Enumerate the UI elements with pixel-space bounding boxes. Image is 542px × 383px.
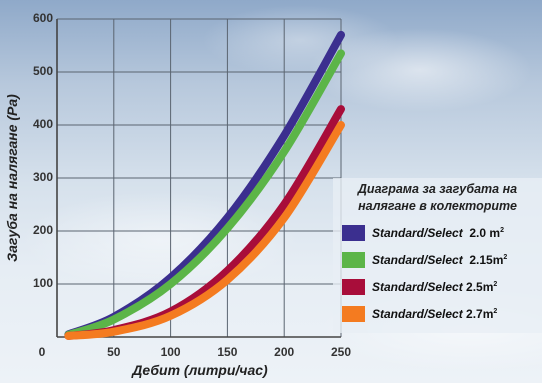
legend-item-2-5: Standard/Select 2.5m2 [342, 279, 542, 297]
legend-swatch-2-7 [342, 306, 365, 322]
y-tick-label-400: 400 [33, 117, 53, 131]
legend-label-2-5: Standard/Select 2.5m2 [372, 280, 498, 294]
y-tick-label-500: 500 [33, 64, 53, 78]
y-tick-label-200: 200 [33, 223, 53, 237]
series-line-2 [64, 105, 345, 340]
legend-title: Диаграма за загубата на налягане в колек… [357, 182, 518, 213]
y-tick-label-100: 100 [33, 276, 53, 290]
legend-swatch-2-0 [342, 225, 365, 241]
x-tick-label-0: 0 [39, 345, 46, 359]
legend-item-2-7: Standard/Select 2.7m2 [342, 306, 542, 324]
y-axis-title: Загуба на налягане (Pa) [4, 94, 20, 262]
y-tick-label-300: 300 [33, 170, 53, 184]
legend: Диаграма за загубата на налягане в колек… [333, 178, 542, 333]
legend-label-2-15: Standard/Select 2.15m2 [372, 253, 508, 267]
x-tick-label-100: 100 [161, 345, 181, 359]
series-line-3 [64, 121, 345, 340]
y-tick-label-600: 600 [33, 11, 53, 25]
x-tick-label-150: 150 [217, 345, 237, 359]
legend-label-2-0: Standard/Select 2.0 m2 [372, 226, 504, 240]
x-tick-label-250: 250 [331, 345, 351, 359]
legend-label-2-7: Standard/Select 2.7m2 [372, 307, 498, 321]
x-tick-label-200: 200 [274, 345, 294, 359]
legend-swatch-2-15 [342, 252, 365, 268]
legend-item-2-15: Standard/Select 2.15m2 [342, 252, 542, 270]
series-line-1 [64, 49, 345, 339]
legend-item-2-0: Standard/Select 2.0 m2 [342, 225, 542, 243]
legend-swatch-2-5 [342, 279, 365, 295]
x-axis-title: Дебит (литри/час) [131, 362, 268, 378]
x-tick-label-50: 50 [107, 345, 121, 359]
